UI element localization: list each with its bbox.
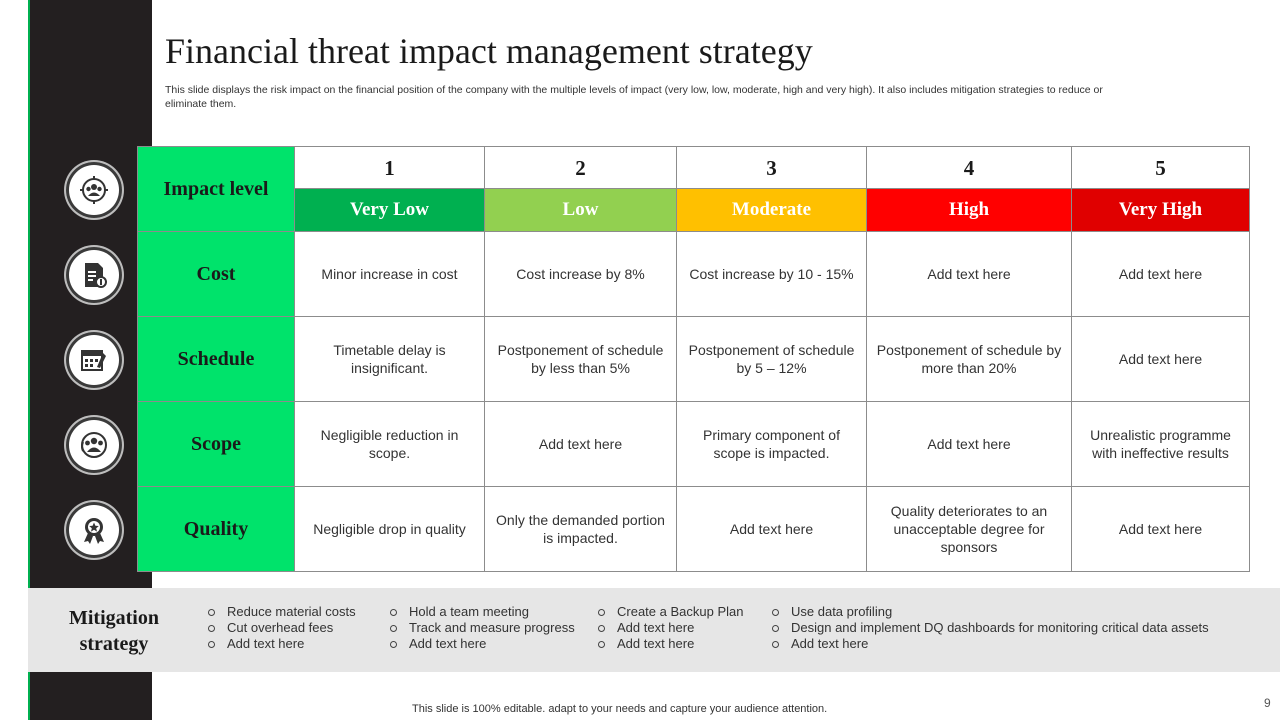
list-item: Track and measure progress <box>390 620 575 636</box>
list-item: Reduce material costs <box>208 604 356 620</box>
bullet-icon <box>208 609 215 616</box>
list-item: Add text here <box>598 636 743 652</box>
level-low: Low <box>484 188 677 232</box>
level-number: 3 <box>676 146 867 189</box>
list-item-text: Hold a team meeting <box>409 604 529 619</box>
mitigation-list: Use data profiling Design and implement … <box>772 604 1209 652</box>
row-label-cost: Cost <box>137 231 295 317</box>
row-label-schedule: Schedule <box>137 316 295 402</box>
list-item: Hold a team meeting <box>390 604 575 620</box>
table-row-quality: Quality Negligible drop in quality Only … <box>137 486 1250 572</box>
table-cell: Postponement of schedule by more than 20… <box>866 316 1072 402</box>
level-number: 5 <box>1071 146 1250 189</box>
table-cell: Cost increase by 10 - 15% <box>676 231 867 317</box>
table-cell: Negligible reduction in scope. <box>294 401 485 487</box>
mitigation-label: Mitigation strategy <box>64 605 164 657</box>
level-very-high: Very High <box>1071 188 1250 232</box>
mitigation-list: Hold a team meeting Track and measure pr… <box>390 604 575 652</box>
table-cell: Postponement of schedule by 5 – 12% <box>676 316 867 402</box>
level-number: 1 <box>294 146 485 189</box>
mitigation-label-line: Mitigation <box>69 607 159 629</box>
team-target-icon <box>66 162 122 218</box>
table-cell: Timetable delay is insignificant. <box>294 316 485 402</box>
bullet-icon <box>598 625 605 632</box>
scope-group-icon <box>66 417 122 473</box>
mitigation-strategy-panel: Mitigation strategy Reduce material cost… <box>28 588 1280 672</box>
bullet-icon <box>772 641 779 648</box>
bullet-icon <box>772 625 779 632</box>
table-cell: Add text here <box>866 401 1072 487</box>
table-cell: Add text here <box>1071 231 1250 317</box>
mitigation-list: Reduce material costs Cut overhead fees … <box>208 604 356 652</box>
list-item-text: Add text here <box>409 636 487 651</box>
bullet-icon <box>598 609 605 616</box>
page-number: 9 <box>1264 696 1271 710</box>
table-cell: Quality deteriorates to an unacceptable … <box>866 486 1072 572</box>
row-label-scope: Scope <box>137 401 295 487</box>
bullet-icon <box>208 625 215 632</box>
list-item: Design and implement DQ dashboards for m… <box>772 620 1209 636</box>
mitigation-list: Create a Backup Plan Add text here Add t… <box>598 604 743 652</box>
mitigation-label-line: strategy <box>79 633 149 655</box>
list-item-text: Add text here <box>617 636 695 651</box>
table-row-cost: Cost Minor increase in cost Cost increas… <box>137 231 1250 317</box>
table-cell: Cost increase by 8% <box>484 231 677 317</box>
level-name-row: Very Low Low Moderate High Very High <box>138 188 1250 232</box>
table-cell: Postponement of schedule by less than 5% <box>484 316 677 402</box>
level-moderate: Moderate <box>676 188 867 232</box>
slide-footer: This slide is 100% editable. adapt to yo… <box>412 703 828 715</box>
level-number: 4 <box>866 146 1072 189</box>
bullet-icon <box>390 625 397 632</box>
impact-level-header: Impact level <box>137 146 295 232</box>
level-very-low: Very Low <box>294 188 485 232</box>
table-row-schedule: Schedule Timetable delay is insignifican… <box>137 316 1250 402</box>
list-item: Add text here <box>208 636 356 652</box>
slide-subtitle: This slide displays the risk impact on t… <box>165 84 1103 110</box>
table-cell: Minor increase in cost <box>294 231 485 317</box>
list-item: Add text here <box>772 636 1209 652</box>
table-cell: Primary component of scope is impacted. <box>676 401 867 487</box>
table-cell: Only the demanded portion is impacted. <box>484 486 677 572</box>
row-label-quality: Quality <box>137 486 295 572</box>
level-number-row: Impact level 1 2 3 4 5 <box>137 146 1250 232</box>
list-item-text: Cut overhead fees <box>227 620 334 635</box>
cost-document-icon <box>66 247 122 303</box>
table-cell: Negligible drop in quality <box>294 486 485 572</box>
table-cell: Add text here <box>1071 316 1250 402</box>
schedule-calendar-icon <box>66 332 122 388</box>
bullet-icon <box>772 609 779 616</box>
list-item: Cut overhead fees <box>208 620 356 636</box>
slide-title: Financial threat impact management strat… <box>165 31 813 71</box>
list-item-text: Add text here <box>791 636 869 651</box>
list-item: Use data profiling <box>772 604 1209 620</box>
list-item: Add text here <box>390 636 575 652</box>
bullet-icon <box>208 641 215 648</box>
level-high: High <box>866 188 1072 232</box>
list-item: Create a Backup Plan <box>598 604 743 620</box>
table-cell: Add text here <box>1071 486 1250 572</box>
quality-badge-icon <box>66 502 122 558</box>
list-item-text: Add text here <box>227 636 305 651</box>
bullet-icon <box>390 641 397 648</box>
bullet-icon <box>598 641 605 648</box>
list-item-text: Use data profiling <box>791 604 893 619</box>
list-item-text: Add text here <box>617 620 695 635</box>
impact-matrix-table: Impact level 1 2 3 4 5 Very Low Low Mode… <box>137 146 1250 572</box>
level-number: 2 <box>484 146 677 189</box>
table-cell: Add text here <box>676 486 867 572</box>
table-cell: Add text here <box>866 231 1072 317</box>
table-cell: Unrealistic programme with ineffective r… <box>1071 401 1250 487</box>
list-item: Add text here <box>598 620 743 636</box>
table-cell: Add text here <box>484 401 677 487</box>
list-item-text: Reduce material costs <box>227 604 356 619</box>
bullet-icon <box>390 609 397 616</box>
table-row-scope: Scope Negligible reduction in scope. Add… <box>137 401 1250 487</box>
list-item-text: Design and implement DQ dashboards for m… <box>791 620 1209 635</box>
list-item-text: Track and measure progress <box>409 620 575 635</box>
list-item-text: Create a Backup Plan <box>617 604 744 619</box>
